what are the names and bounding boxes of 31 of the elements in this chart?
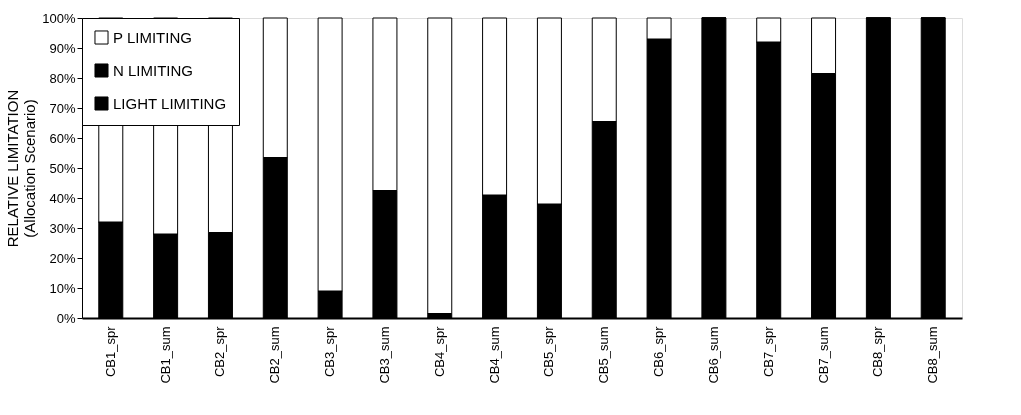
x-tick-label: CB2_sum — [267, 326, 283, 384]
x-tick-label: CB4_sum — [486, 326, 502, 384]
y-tick-label: 50% — [49, 160, 76, 176]
y-tick-label: 90% — [49, 40, 76, 56]
x-tick-label: CB5_sum — [596, 326, 612, 384]
y-tick-label: 20% — [49, 250, 76, 266]
x-tick-label: CB7_sum — [815, 326, 831, 384]
x-tick-label: CB3_sum — [376, 326, 392, 384]
legend-label: LIGHT LIMITING — [113, 94, 227, 112]
y-tick-label: 40% — [49, 190, 76, 206]
x-tick-label: CB1_sum — [157, 326, 173, 384]
y-tick-label: 80% — [49, 70, 76, 86]
x-tick-label: CB7_spr — [760, 325, 776, 378]
y-axis-title: RELATIVE LIMITATION (Allocation Scenario) — [4, 89, 39, 248]
y-tick-label: 70% — [49, 100, 76, 116]
x-tick-label: CB4_spr — [431, 325, 447, 378]
y-tick-label: 60% — [49, 130, 76, 146]
x-tick-label: CB5_spr — [541, 325, 557, 378]
y-tick-label: 10% — [49, 280, 76, 296]
y-tick-label: 100% — [42, 10, 76, 26]
legend-label: N LIMITING — [113, 61, 194, 79]
y-tick-label: 30% — [49, 220, 76, 236]
x-tick-label: CB2_spr — [212, 325, 228, 378]
x-tick-label: CB8_sum — [925, 326, 941, 384]
y-tick-label: 0% — [56, 310, 76, 326]
x-tick-label: CB3_spr — [322, 325, 338, 378]
x-tick-label: CB1_spr — [102, 325, 118, 378]
legend-label: P LIMITING — [113, 28, 192, 46]
x-tick-label: CB6_sum — [705, 326, 721, 384]
x-tick-label: CB8_spr — [870, 325, 886, 378]
x-tick-label: CB6_spr — [651, 325, 667, 378]
